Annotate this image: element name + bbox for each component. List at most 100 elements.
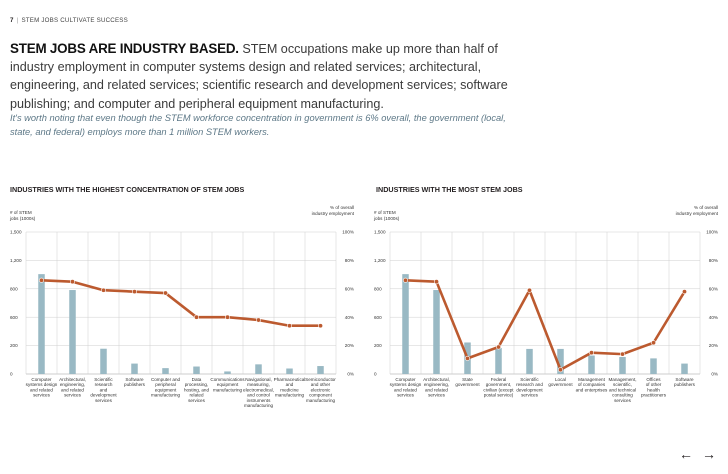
c2-percent-point	[465, 355, 471, 361]
c1-right-tick-label: 20%	[345, 343, 354, 348]
c1-percent-point	[101, 287, 107, 293]
c2-bar	[619, 356, 626, 374]
c1-left-axis-label: # of STEM jobs (1000s)	[9, 210, 36, 221]
c1-bar	[255, 364, 262, 374]
c1-percent-point	[255, 317, 261, 323]
c1-category-label: Computer systems design and related service…	[26, 377, 58, 398]
c1-percent-line	[40, 278, 322, 328]
c2-bar	[650, 358, 657, 374]
c2-category-label: Scientific research and development service…	[516, 377, 543, 398]
c2-percent-point	[650, 340, 656, 346]
chart-most-stem-jobs: # of STEM jobs (1000s) % of overall industr…	[373, 205, 719, 403]
c1-category-label: Navigational, measuring, electromedical, an…	[243, 377, 274, 408]
c1-bar	[69, 290, 76, 374]
government-note: It's worth noting that even though the S…	[10, 113, 506, 137]
c1-right-tick-label: 80%	[345, 258, 354, 263]
c2-bar	[526, 348, 533, 374]
prev-page-arrow-icon[interactable]: ←	[679, 446, 693, 462]
c1-right-axis-label: % of overall industry employment	[312, 205, 355, 216]
c1-left-tick-label: 800	[10, 286, 18, 291]
c2-category-label: State government	[455, 377, 480, 387]
c2-right-tick-label: 100%	[706, 230, 718, 235]
c1-percent-point	[70, 279, 76, 285]
c2-right-tick-label: 40%	[709, 315, 718, 320]
c2-percent-point	[619, 351, 625, 357]
page-navigation: ← →	[679, 447, 716, 461]
c1-category-label: Data processing, hosting, and related servic…	[184, 377, 209, 403]
c2-bar	[557, 348, 564, 374]
chart-highest-concentration: # of STEM jobs (1000s) % of overall industr…	[9, 205, 355, 408]
c2-left-tick-label: 1,500	[374, 230, 386, 235]
c1-left-tick-label: 1,500	[10, 230, 22, 235]
lede-headline: STEM JOBS ARE INDUSTRY BASED.	[10, 41, 239, 56]
c2-percent-point	[589, 350, 595, 356]
page-header: 7 | STEM JOBS CULTIVATE SUCCESS	[10, 17, 128, 24]
c1-left-tick-label: 1,200	[10, 258, 22, 263]
c1-category-label: Semiconductor and other electronic componen…	[305, 377, 336, 403]
c1-right-tick-label: 100%	[342, 230, 354, 235]
c1-bar	[286, 368, 293, 374]
c2-right-tick-label: 20%	[709, 343, 718, 348]
c1-bar	[38, 274, 45, 374]
c2-category-label: Local government	[548, 377, 573, 387]
c2-category-label: Federal government, civilian (except postal…	[483, 377, 514, 398]
c1-category-label: Software publishers	[124, 377, 146, 387]
c1-percent-point	[38, 277, 44, 283]
c1-right-tick-label: 40%	[345, 315, 354, 320]
c1-bar	[224, 371, 231, 374]
c2-percent-line	[404, 278, 686, 372]
c1-category-label: Communications equipment manufacturing	[210, 377, 245, 392]
c2-percent-point	[681, 289, 687, 295]
section-title: STEM JOBS CULTIVATE SUCCESS	[21, 17, 128, 24]
c1-bar	[193, 366, 200, 374]
c2-category-label: Architectural, engineering, and related ser…	[423, 377, 450, 398]
c2-category-label: Offices of other health practitioners	[641, 377, 667, 398]
c2-category-label: Computer systems design and related service…	[390, 377, 422, 398]
next-page-arrow-icon[interactable]: →	[702, 446, 716, 462]
c2-category-label: Management of companies and enterprises	[576, 377, 608, 392]
c2-right-tick-label: 0%	[711, 372, 718, 377]
c1-category-label: Pharmaceutical and medicine manufacturing	[274, 377, 306, 398]
c2-left-tick-label: 800	[374, 286, 382, 291]
c2-category-label: Management, scientific, and technical consu…	[608, 377, 636, 403]
c1-percent-point	[194, 314, 200, 320]
c2-right-tick-label: 80%	[709, 258, 718, 263]
c2-category-label: Software publishers	[674, 377, 696, 387]
c1-category-label: Scientific research and development services	[90, 377, 117, 403]
lede-body: STEM occupations make up more than half …	[10, 42, 508, 111]
c2-bar	[495, 347, 502, 374]
c1-right-tick-label: 60%	[345, 286, 354, 291]
c1-percent-point	[286, 323, 292, 329]
c2-percent-point	[402, 277, 408, 283]
c2-bar	[402, 274, 409, 374]
c1-category-label: Computer and peripheral equipment manufactu…	[151, 377, 181, 398]
c1-category-label: Architectural, engineering, and related ser…	[59, 377, 86, 398]
c1-right-tick-label: 0%	[347, 372, 354, 377]
c2-left-tick-label: 600	[374, 315, 382, 320]
c2-bar	[588, 355, 595, 374]
c1-left-tick-label: 600	[10, 315, 18, 320]
c1-percent-point	[132, 289, 138, 295]
c2-bar	[433, 290, 440, 374]
c2-right-tick-label: 60%	[709, 286, 718, 291]
c1-percent-point	[225, 314, 231, 320]
c2-percent-point	[496, 344, 502, 350]
c2-percent-point	[558, 367, 564, 373]
c1-percent-point	[163, 290, 169, 296]
c2-right-axis-label: % of overall industry employment	[676, 205, 719, 216]
c2-left-tick-label: 0	[374, 372, 377, 377]
c2-percent-point	[527, 287, 533, 293]
c2-left-tick-label: 1,200	[374, 258, 386, 263]
chart-title-most: INDUSTRIES WITH THE MOST STEM JOBS	[376, 185, 523, 194]
c1-left-tick-label: 0	[10, 372, 13, 377]
chart-title-concentration: INDUSTRIES WITH THE HIGHEST CONCENTRATIO…	[10, 185, 245, 194]
page-number: 7	[10, 17, 14, 24]
c1-bar	[317, 366, 324, 374]
c1-bar	[131, 363, 138, 374]
c1-bar	[100, 348, 107, 374]
c2-bar	[681, 363, 688, 374]
c1-left-tick-label: 200	[10, 343, 18, 348]
c2-left-tick-label: 200	[374, 343, 382, 348]
c2-left-axis-label: # of STEM jobs (1000s)	[373, 210, 400, 221]
lede-paragraph: STEM JOBS ARE INDUSTRY BASED. STEM occup…	[10, 40, 530, 113]
